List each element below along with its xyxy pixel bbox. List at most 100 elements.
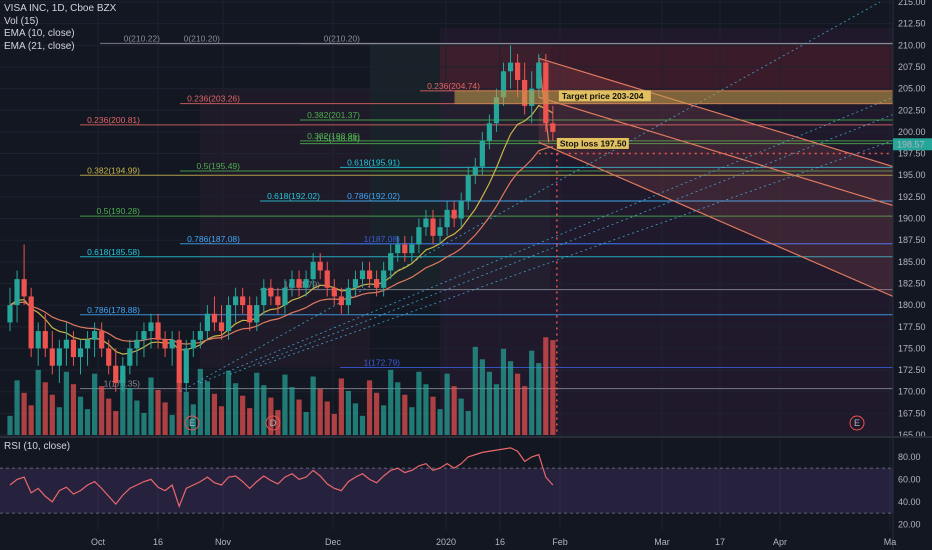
candle-body: [247, 305, 253, 323]
candle-body: [268, 287, 274, 297]
price-tick-label: 210.00: [898, 40, 926, 50]
price-tick-label: 202.50: [898, 105, 926, 115]
candle-body: [345, 287, 351, 306]
time-tick-label: Feb: [552, 537, 568, 547]
event-marker-label: E: [854, 418, 860, 428]
volume-bar: [7, 415, 13, 435]
volume-bar: [522, 386, 528, 435]
candle-body: [289, 279, 295, 288]
price-tick-label: 212.50: [898, 19, 926, 29]
price-tick-label: 165.00: [898, 430, 926, 440]
rsi-tick-label: 20.00: [898, 519, 921, 529]
volume-layer: [7, 337, 556, 435]
volume-bar: [21, 392, 27, 435]
candle-body: [14, 279, 20, 306]
volume-bar: [430, 396, 436, 435]
channel-line: [538, 57, 894, 168]
candle-body: [282, 287, 288, 306]
price-tick-label: 170.00: [898, 387, 926, 397]
candle-body: [218, 322, 225, 332]
volume-bar: [211, 393, 218, 435]
price-tick-label: 175.00: [898, 343, 926, 353]
candle-body: [21, 279, 27, 297]
candle-body: [388, 253, 394, 271]
candle-body: [303, 279, 309, 288]
volume-bar: [289, 387, 295, 435]
target-zone: [454, 90, 894, 105]
candle-body: [141, 331, 147, 340]
rsi-tick-label: 40.00: [898, 497, 921, 507]
fib-label: 1(187.08): [364, 234, 401, 244]
volume-bar: [169, 414, 175, 435]
fib-label: 0.236(200.81): [87, 115, 140, 125]
price-tick-label: 190.00: [898, 214, 926, 224]
volume-bar: [366, 380, 373, 435]
stop-loss-note-box: [556, 137, 629, 149]
volume-bar: [472, 346, 478, 435]
candle-body: [169, 339, 175, 349]
volume-bar: [282, 374, 288, 435]
price-tick-label: 172.50: [898, 365, 926, 375]
volume-bar: [28, 405, 34, 435]
volume-bar: [507, 361, 514, 435]
volume-bar: [458, 398, 464, 435]
candle-body: [211, 313, 218, 323]
volume-bar: [331, 413, 337, 435]
candle-body: [507, 62, 514, 72]
volume-bar: [529, 350, 535, 435]
volume-bar: [63, 371, 69, 435]
event-marker: [849, 415, 865, 431]
chart-legend: VISA INC, 1D, Cboe BZX Vol (15) EMA (10,…: [4, 3, 116, 53]
time-tick-label: Oct: [91, 537, 106, 547]
rsi-legend: RSI (10, close): [4, 441, 71, 452]
candle-body: [423, 218, 429, 228]
volume-bar: [240, 395, 246, 435]
price-tick-label: 200.00: [898, 127, 926, 137]
rsi-tick-label: 60.00: [898, 474, 921, 484]
time-tick-label: Dec: [325, 537, 342, 547]
candle-body: [451, 209, 457, 219]
candle-body: [92, 331, 98, 340]
fib-label: 0.618(192.02): [267, 191, 320, 201]
time-tick-label: 2020: [436, 537, 456, 547]
volume-bar: [493, 384, 500, 435]
legend-volume: Vol (15): [4, 15, 39, 27]
fib-label: 0.618(195.91): [347, 157, 400, 167]
rsi-tick-label: 80.00: [898, 452, 921, 462]
time-tick-label: 16: [153, 537, 163, 547]
candle-body: [352, 279, 359, 288]
candle-body: [310, 261, 316, 280]
rsi-band: [0, 468, 893, 514]
time-tick-label: 17: [715, 537, 725, 547]
candle-body: [127, 348, 133, 366]
volume-bar: [70, 384, 77, 435]
volume-bar: [42, 382, 48, 435]
event-marker-label: E: [189, 418, 195, 428]
volume-bar: [416, 371, 422, 435]
volume-bar: [204, 381, 210, 435]
candle-layer: [7, 45, 556, 392]
fib-label: 1(172.79): [364, 358, 401, 368]
candle-body: [190, 339, 196, 349]
fib-label: 0.236(203.26): [187, 94, 240, 104]
fib-label: 0.786(187.08): [187, 234, 240, 244]
candle-body: [444, 209, 450, 228]
candle-body: [162, 339, 168, 349]
volume-bar: [99, 386, 105, 435]
volume-bar: [218, 406, 225, 435]
volume-bar: [479, 359, 485, 435]
volume-bar: [444, 373, 450, 435]
candle-body: [106, 348, 112, 366]
time-tick-label: Apr: [773, 537, 787, 547]
volume-bar: [515, 373, 521, 435]
fib-label: 0(210.20): [184, 34, 221, 44]
candle-body: [515, 62, 521, 80]
volume-bar: [310, 376, 316, 435]
legend-ema21: EMA (21, close): [4, 40, 75, 52]
candle-body: [254, 305, 260, 323]
candle-body: [275, 296, 281, 306]
fib-label: 0.618(185.58): [87, 247, 140, 257]
candle-body: [317, 261, 323, 271]
volume-bar: [317, 389, 323, 435]
